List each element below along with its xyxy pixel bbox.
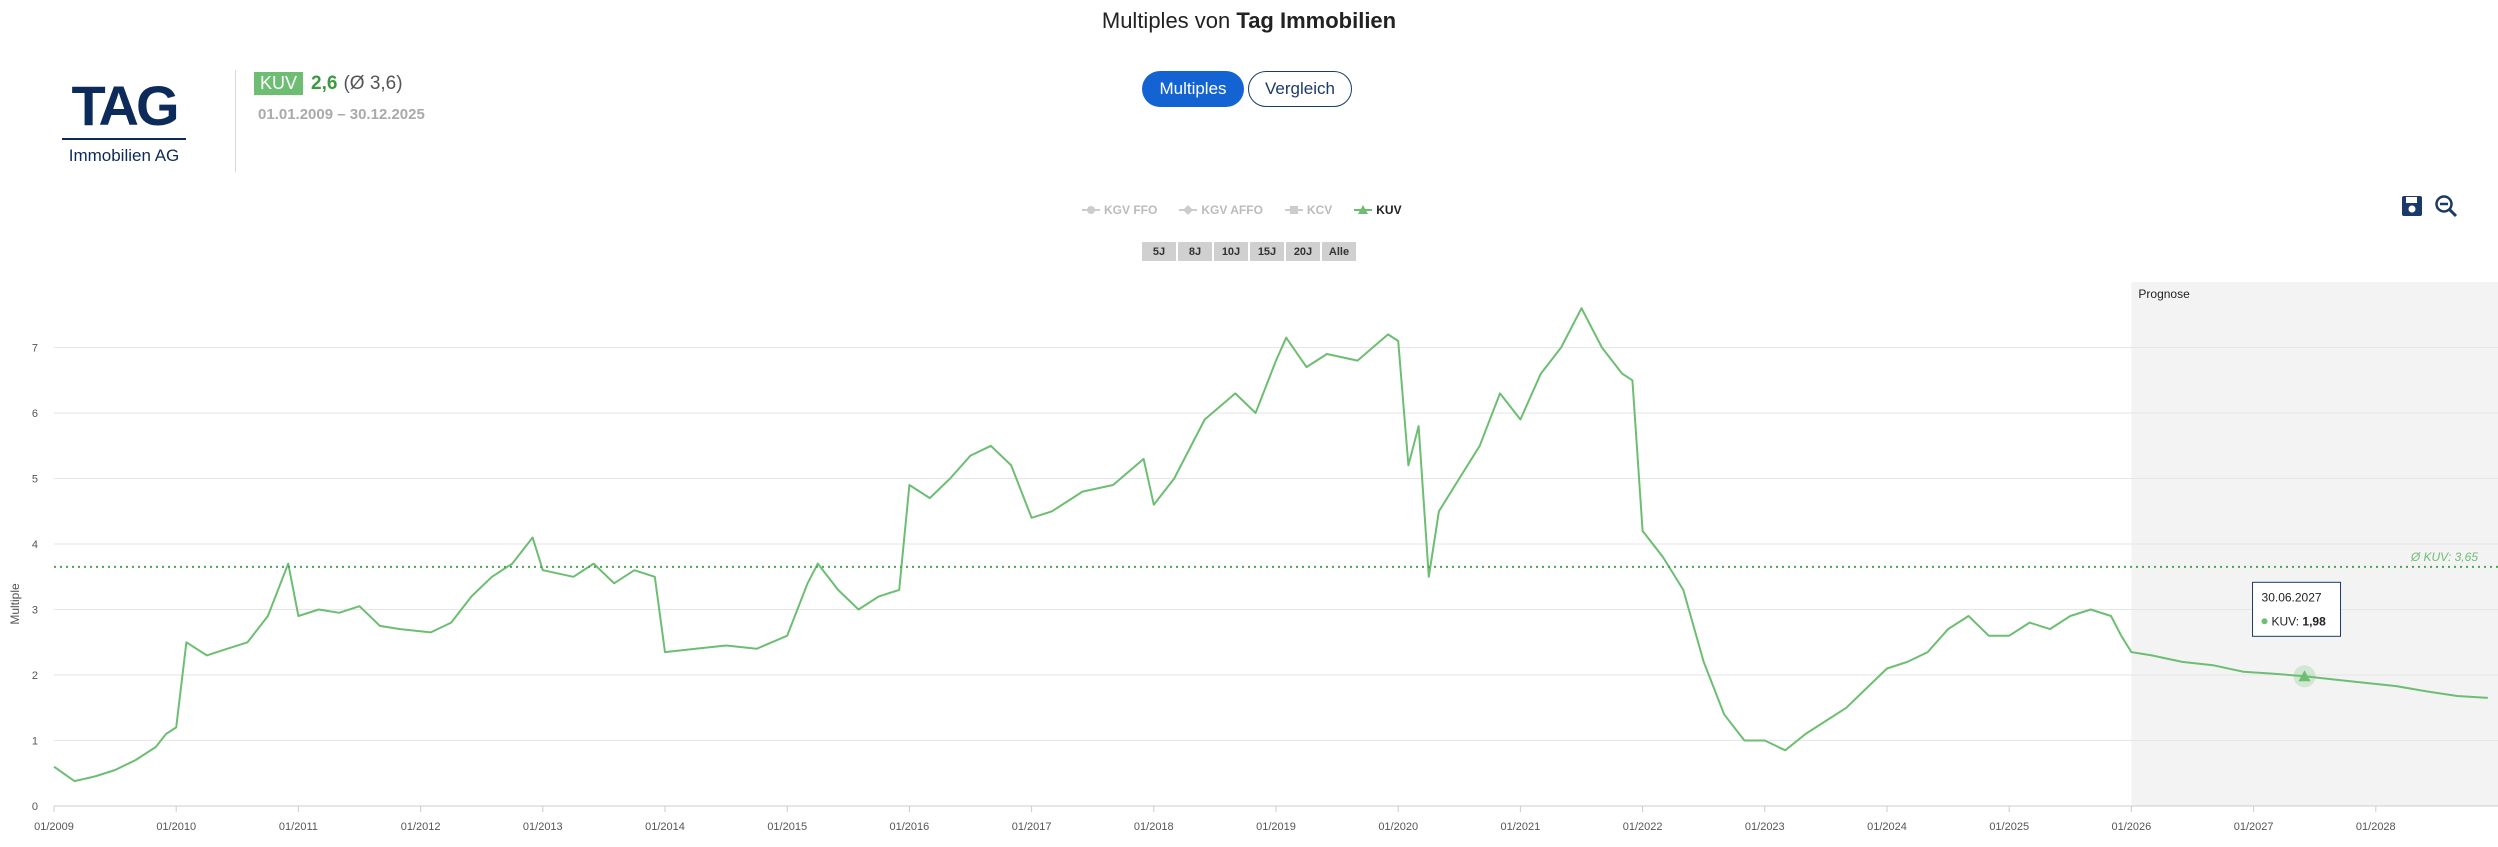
x-tick-label: 01/2025 xyxy=(1989,821,2029,833)
x-tick-label: 01/2017 xyxy=(1012,821,1052,833)
tab-vergleich[interactable]: Vergleich xyxy=(1248,71,1352,107)
title-company: Tag Immobilien xyxy=(1236,8,1397,33)
legend-label: KUV xyxy=(1376,203,1402,217)
forecast-label: Prognose xyxy=(2138,287,2190,301)
x-tick-label: 01/2027 xyxy=(2234,821,2274,833)
page-title: Multiples von Tag Immobilien xyxy=(0,8,2498,34)
header-divider xyxy=(235,70,236,172)
y-tick-label: 7 xyxy=(32,343,38,355)
kpi-summary: KUV 2,6 (Ø 3,6) xyxy=(254,72,403,95)
logo-subtitle: Immobilien AG xyxy=(68,146,180,165)
zoom-out-button[interactable] xyxy=(2432,192,2460,220)
legend-kuv[interactable]: KUV xyxy=(1354,203,1402,217)
tooltip-box xyxy=(2252,581,2342,637)
y-tick-label: 2 xyxy=(32,670,38,682)
x-tick-label: 01/2011 xyxy=(279,821,318,833)
triangle-marker-icon xyxy=(1354,205,1373,214)
y-tick-label: 5 xyxy=(32,474,38,486)
y-tick-label: 4 xyxy=(32,539,38,551)
tooltip-label: KUV: 1,98 xyxy=(2272,614,2327,628)
square-marker-icon xyxy=(1284,206,1303,214)
hover-point xyxy=(2298,670,2311,682)
x-tick-label: 01/2021 xyxy=(1501,821,1541,833)
legend-label: KGV FFO xyxy=(1104,203,1158,217)
legend-kgv-ffo[interactable]: KGV FFO xyxy=(1082,203,1157,217)
x-tick-label: 01/2020 xyxy=(1378,821,1418,833)
y-tick-label: 0 xyxy=(32,801,38,813)
range-20j[interactable]: 20J xyxy=(1286,242,1320,261)
kpi-average: (Ø 3,6) xyxy=(343,73,403,94)
tab-multiples[interactable]: Multiples xyxy=(1142,71,1244,107)
chart-tools xyxy=(2398,192,2460,220)
tooltip-marker xyxy=(2261,618,2268,625)
y-tick-label: 3 xyxy=(32,605,38,617)
view-tabs: Multiples Vergleich xyxy=(1142,71,1352,107)
x-tick-label: 01/2010 xyxy=(156,821,196,833)
period-range: 01.01.2009 – 30.12.2025 xyxy=(258,106,425,123)
x-tick-label: 01/2012 xyxy=(401,821,441,833)
tooltip-value: 1,98 xyxy=(2302,614,2326,628)
legend-label: KGV AFFO xyxy=(1201,203,1263,217)
legend-kgv-affo[interactable]: KGV AFFO xyxy=(1179,203,1263,217)
range-selector: 5J 8J 10J 15J 20J Alle xyxy=(1142,242,1356,261)
x-tick-label: 01/2019 xyxy=(1256,821,1296,833)
x-tick-label: 01/2015 xyxy=(767,821,807,833)
x-tick-label: 01/2009 xyxy=(34,821,74,833)
legend-kcv[interactable]: KCV xyxy=(1284,203,1333,217)
y-axis-label: Multiple xyxy=(8,583,22,625)
tooltip-date: 30.06.2027 xyxy=(2262,590,2322,604)
x-tick-label: 01/2013 xyxy=(523,821,563,833)
range-8j[interactable]: 8J xyxy=(1178,242,1212,261)
range-alle[interactable]: Alle xyxy=(1322,242,1356,261)
save-button[interactable] xyxy=(2398,192,2426,220)
legend-label: KCV xyxy=(1306,203,1333,217)
average-label: Ø KUV: 3,65 xyxy=(2410,550,2478,564)
logo-text: TAG xyxy=(71,74,179,137)
y-tick-label: 1 xyxy=(32,736,38,748)
save-icon xyxy=(2402,196,2422,216)
x-tick-label: 01/2014 xyxy=(645,821,685,833)
x-tick-label: 01/2024 xyxy=(1867,821,1907,833)
x-tick-label: 01/2022 xyxy=(1623,821,1663,833)
zoom-out-icon xyxy=(2435,195,2458,218)
y-tick-label: 6 xyxy=(32,408,38,420)
kpi-value: 2,6 xyxy=(311,73,338,94)
range-5j[interactable]: 5J xyxy=(1142,242,1176,261)
range-15j[interactable]: 15J xyxy=(1250,242,1284,261)
x-tick-label: 01/2028 xyxy=(2356,821,2396,833)
kpi-badge: KUV xyxy=(254,72,304,95)
kuv-forecast-line xyxy=(2120,635,2488,699)
x-tick-label: 01/2026 xyxy=(2112,821,2152,833)
company-logo: TAG Immobilien AG xyxy=(58,78,190,166)
range-10j[interactable]: 10J xyxy=(1214,242,1248,261)
title-prefix: Multiples von xyxy=(1101,8,1231,33)
logo-rule xyxy=(62,138,186,140)
chart-legend: KGV FFO KGV AFFO KCV KUV xyxy=(1082,203,1402,217)
x-tick-label: 01/2016 xyxy=(890,821,930,833)
x-tick-label: 01/2023 xyxy=(1745,821,1785,833)
diamond-marker-icon xyxy=(1179,205,1198,215)
x-tick-label: 01/2018 xyxy=(1134,821,1174,833)
circle-marker-icon xyxy=(1082,206,1100,214)
kuv-history-line xyxy=(53,307,2123,783)
